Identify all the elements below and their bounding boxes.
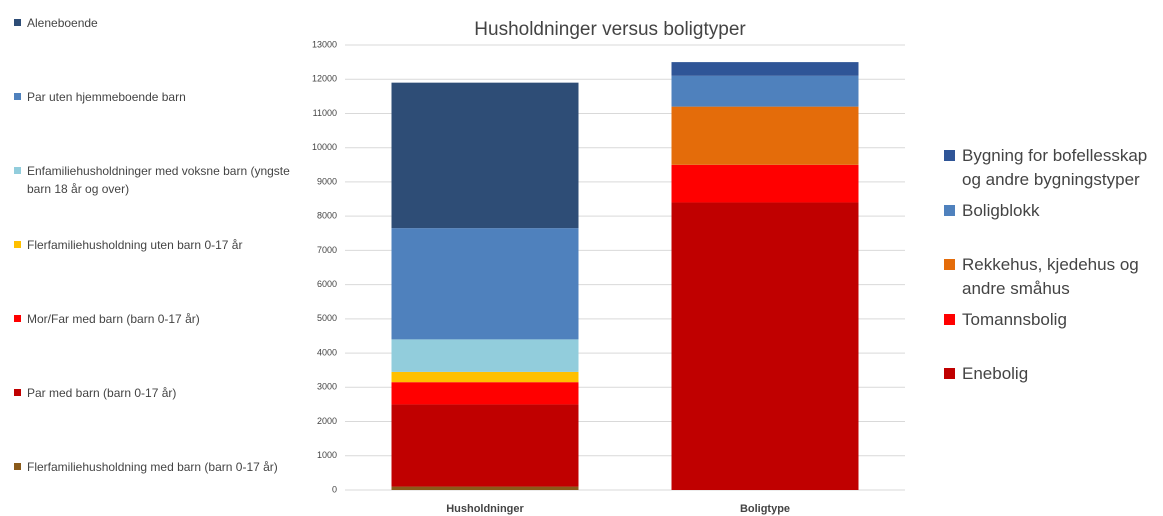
y-tick-label: 12000 [312, 74, 337, 84]
bar-segment [391, 339, 579, 372]
bar-segment [391, 382, 579, 405]
legend-label: Par med barn (barn 0-17 år) [27, 386, 177, 400]
x-tick-label: Husholdninger [446, 503, 524, 515]
legend-swatch [14, 167, 21, 174]
legend-swatch [14, 93, 21, 100]
legend-item: Rekkehus, kjedehus og andre småhus [944, 253, 1163, 301]
y-tick-label: 3000 [317, 382, 337, 392]
legend-label: Bygning for bofellesskap og andre bygnin… [962, 146, 1148, 189]
bar-segment [391, 486, 579, 490]
legend-label: Mor/Far med barn (barn 0-17 år) [27, 312, 200, 326]
legend-item: Mor/Far med barn (barn 0-17 år) [14, 310, 304, 328]
y-tick-label: 4000 [317, 347, 337, 357]
legend-label: Flerfamiliehusholdning med barn (barn 0-… [27, 460, 278, 474]
bar-segment [391, 228, 579, 340]
bar-segment [391, 371, 579, 383]
chart-title: Husholdninger versus boligtyper [474, 19, 746, 40]
legend-label: Flerfamiliehusholdning uten barn 0-17 år [27, 238, 243, 252]
y-tick-label: 11000 [313, 108, 337, 118]
legend-swatch [944, 313, 955, 325]
legend-swatch [944, 368, 955, 379]
legend-swatch [14, 315, 21, 322]
y-tick-label: 2000 [317, 416, 337, 426]
bar-segment [391, 82, 579, 229]
legend-label: Par uten hjemmeboende barn [27, 90, 186, 104]
legend-item: Enfamiliehusholdninger med voksne barn (… [14, 162, 304, 198]
legend-label: Aleneboende [27, 16, 98, 30]
legend-swatch [944, 150, 955, 161]
legend-item: Tomannsbolig [944, 308, 1163, 332]
bar-segment [671, 164, 859, 203]
legend-item: Boligblokk [944, 199, 1163, 223]
y-tick-label: 6000 [317, 279, 337, 289]
legend-swatch [14, 389, 21, 396]
legend-swatch [944, 204, 955, 216]
y-tick-label: 8000 [317, 211, 337, 221]
legend-item: Flerfamiliehusholdning uten barn 0-17 år [14, 236, 304, 254]
legend-swatch [944, 259, 955, 270]
legend-label: Tomannsbolig [962, 309, 1067, 329]
bar-segment [671, 106, 859, 165]
legend-swatch [14, 463, 21, 470]
legend-swatch [14, 19, 21, 26]
y-tick-label: 1000 [317, 450, 337, 460]
legend-item: Bygning for bofellesskap og andre bygnin… [944, 144, 1163, 192]
bar-segment [671, 62, 859, 76]
legend-item: Flerfamiliehusholdning med barn (barn 0-… [14, 458, 304, 476]
legend-item: Par uten hjemmeboende barn [14, 88, 304, 106]
bar-segment [391, 404, 579, 487]
y-tick-label: 0 [332, 484, 337, 494]
bar-segment [671, 202, 859, 490]
legend-item: Par med barn (barn 0-17 år) [14, 384, 304, 402]
y-tick-label: 10000 [312, 142, 337, 152]
legend-label: Boligblokk [962, 200, 1040, 220]
legend-label: Rekkehus, kjedehus og andre småhus [962, 255, 1139, 298]
y-tick-label: 13000 [312, 39, 337, 49]
legend-item: Enebolig [944, 362, 1163, 386]
legend-swatch [14, 241, 21, 248]
y-tick-label: 9000 [317, 176, 337, 186]
x-tick-label: Boligtype [740, 503, 790, 515]
legend-label: Enebolig [962, 364, 1029, 383]
bar-segment [671, 75, 859, 107]
y-tick-label: 5000 [317, 313, 337, 323]
y-tick-label: 7000 [317, 245, 337, 255]
legend-item: Aleneboende [14, 14, 304, 32]
legend-label: Enfamiliehusholdninger med voksne barn (… [27, 164, 290, 196]
